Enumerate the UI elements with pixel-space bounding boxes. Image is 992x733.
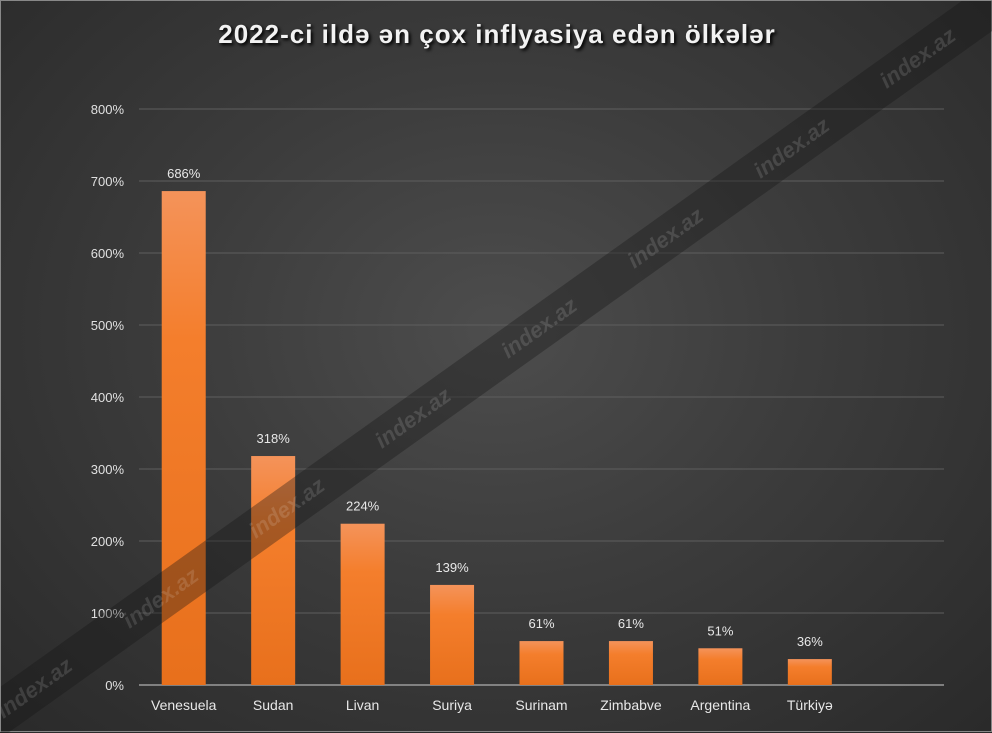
x-tick-label: Zimbabve — [600, 697, 662, 713]
bar-zimbabve — [608, 641, 653, 685]
bar-surinam — [519, 641, 564, 685]
y-tick-label: 500% — [91, 318, 125, 333]
x-tick-label: Venesuela — [151, 697, 217, 713]
bar-suriya — [430, 584, 475, 685]
data-label: 61% — [618, 616, 644, 631]
bar-sudan — [251, 456, 296, 685]
chart-title: 2022-ci ildə ən çox inflyasiya edən ölkə… — [218, 19, 776, 49]
bar-venesuela — [161, 191, 206, 685]
y-tick-label: 400% — [91, 390, 125, 405]
y-tick-label: 700% — [91, 174, 125, 189]
bar-türkiyə — [787, 659, 832, 685]
data-label: 139% — [435, 560, 469, 575]
data-label: 61% — [528, 616, 554, 631]
data-label: 318% — [257, 431, 291, 446]
bar-argentina — [698, 648, 743, 685]
x-tick-label: Argentina — [690, 697, 750, 713]
x-tick-label: Surinam — [515, 697, 567, 713]
x-tick-label: Sudan — [253, 697, 293, 713]
y-tick-label: 0% — [105, 678, 124, 693]
y-tick-label: 800% — [91, 102, 125, 117]
y-tick-label: 200% — [91, 534, 125, 549]
data-label: 36% — [797, 634, 823, 649]
data-label: 51% — [707, 623, 733, 638]
y-tick-label: 100% — [91, 606, 125, 621]
y-tick-label: 300% — [91, 462, 125, 477]
data-label: 224% — [346, 499, 380, 514]
x-tick-label: Suriya — [432, 697, 472, 713]
y-tick-label: 600% — [91, 246, 125, 261]
bar-livan — [340, 523, 385, 685]
data-label: 686% — [167, 166, 201, 181]
x-tick-label: Türkiyə — [787, 697, 833, 713]
x-tick-label: Livan — [346, 697, 379, 713]
